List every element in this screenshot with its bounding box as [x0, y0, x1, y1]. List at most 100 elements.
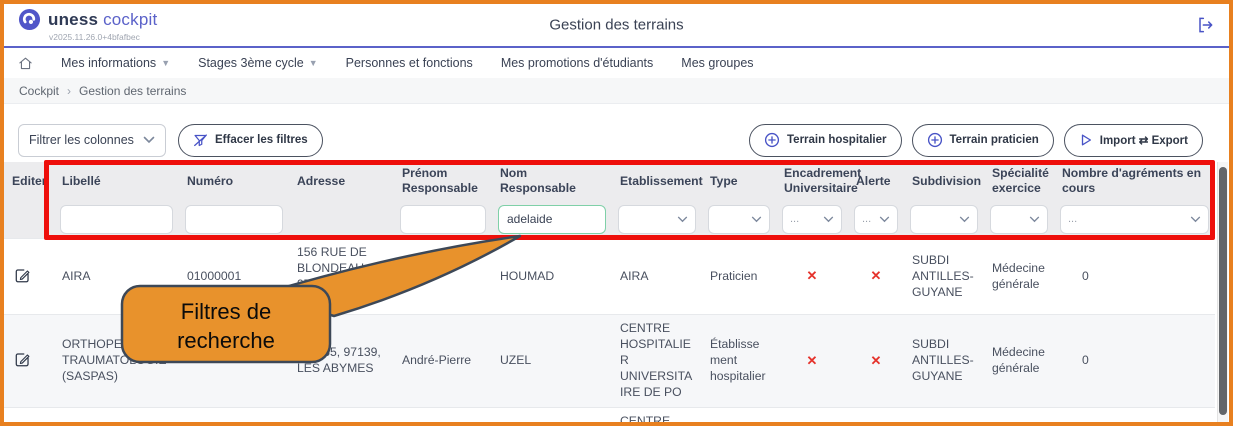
clear-filters-button[interactable]: Effacer les filtres [178, 123, 323, 157]
callout-text-line2: recherche [177, 328, 275, 353]
filter-cell-encadrement-universitaire: ... [776, 201, 848, 239]
edit-button[interactable] [12, 265, 33, 286]
filter-select-nombre-d-agr-ments-en-cours[interactable]: ... [1060, 204, 1209, 234]
cell-numero: 01000007 [179, 407, 289, 422]
filter-select-encadrement-universitaire[interactable]: ... [782, 204, 842, 234]
cell-type: Praticien [710, 268, 758, 283]
play-icon [1081, 134, 1091, 146]
plus-circle-icon [764, 132, 780, 148]
cell-nom: HOUMAD [500, 268, 555, 283]
filter-select-sp-cialit-exercice[interactable] [990, 204, 1048, 234]
column-header-alerte: Alerte [856, 173, 891, 188]
filter-select-subdivision[interactable] [910, 204, 978, 234]
filter-select-etablissement[interactable] [618, 204, 696, 234]
app-header: uness cockpit v2025.11.26.0+4bfafbec Ges… [4, 4, 1229, 48]
import-export-button[interactable]: Import ⇄ Export [1063, 123, 1203, 157]
filter-input-num-ro[interactable] [185, 204, 283, 234]
filter-row: ......... [4, 200, 1215, 239]
cell-libelle: AIRA [62, 268, 91, 283]
filter-select-value: ... [1068, 213, 1078, 226]
chevron-down-icon [751, 216, 762, 222]
chevron-down-icon [823, 216, 834, 222]
filter-cell-subdivision [904, 201, 984, 239]
chevron-down-icon [143, 136, 155, 144]
breadcrumb-gestion-des-terrains: Gestion des terrains [79, 83, 187, 98]
cell-numero: 01000001 [187, 268, 242, 283]
add-terrain-praticien-button[interactable]: Terrain praticien [911, 123, 1054, 157]
column-header-etablissement: Etablissement [620, 173, 703, 188]
nav-item-stages-3eme-cycle[interactable]: Stages 3ème cycle ▼ [198, 56, 318, 70]
home-button[interactable] [18, 56, 33, 71]
cell-specialite: Médecine générale [992, 345, 1045, 376]
column-header-nom-responsable: Nom Responsable [500, 166, 576, 196]
scrollbar-thumb[interactable] [1219, 167, 1227, 415]
encadrement-x-icon: ✕ [806, 352, 818, 368]
cell-editer [4, 315, 54, 407]
filter-cell-num-ro [179, 201, 289, 239]
main-nav: Mes informations ▼ Stages 3ème cycle ▼ Per… [4, 48, 1229, 78]
logout-button[interactable] [1195, 15, 1215, 35]
filter-select-alerte[interactable]: ... [854, 204, 898, 234]
app-version: v2025.11.26.0+4bfafbec [49, 32, 140, 42]
chevron-down-icon: ▼ [161, 58, 171, 68]
cell-adresse: BP 465, 97139, LES ABYMES [289, 407, 394, 422]
column-header-pr-nom-responsable: Prénom Responsable [402, 166, 478, 196]
edit-icon [15, 353, 30, 367]
chevron-down-icon: ▼ [308, 58, 318, 68]
filter-cell-pr-nom-responsable [394, 201, 492, 239]
filter-input-libell[interactable] [60, 204, 173, 234]
cell-etablissement: CENTRE HOSPITALIER UNIVERSITAIRE DE PO [620, 413, 671, 426]
filter-columns-select[interactable]: Filtrer les colonnes [18, 123, 166, 157]
column-header-num-ro: Numéro [187, 173, 234, 188]
table-row: NEPHROLOGIE HEMATOLOGIE01000007BP 465, 9… [4, 407, 1215, 426]
column-header-subdivision: Subdivision [912, 173, 982, 188]
plus-circle-icon [927, 132, 942, 148]
cell-prenom: Karim [394, 407, 492, 422]
cell-agrements: 0 [1082, 268, 1089, 283]
filter-cell-etablissement [612, 201, 702, 239]
toolbar: Filtrer les colonnes Effacer les filtres… [4, 104, 1229, 162]
cell-editer [4, 407, 54, 422]
cell-nom: BEN MARZOUK [492, 407, 612, 422]
filter-cell-type [702, 201, 776, 239]
chevron-down-icon [879, 216, 890, 222]
nav-item-mes-promotions[interactable]: Mes promotions d'étudiants [500, 56, 654, 70]
nav-item-personnes-et-fonctions[interactable]: Personnes et fonctions [345, 56, 473, 70]
brand-name: uness cockpit [48, 10, 157, 30]
cell-specialite: Médecine générale [992, 260, 1045, 291]
edit-icon [15, 269, 30, 283]
filter-input-pr-nom-responsable[interactable] [400, 204, 486, 234]
filter-input-nom-responsable[interactable] [498, 204, 606, 234]
cell-alerte: ✕ [848, 407, 904, 422]
breadcrumb-separator-icon: › [67, 83, 72, 98]
nav-item-mes-informations[interactable]: Mes informations ▼ [61, 56, 171, 70]
filter-select-value: ... [790, 213, 800, 226]
cell-editer [4, 239, 54, 315]
cell-alerte: ✕ [848, 239, 904, 315]
filter-off-icon [194, 133, 207, 146]
nav-item-mes-groupes[interactable]: Mes groupes [681, 56, 754, 70]
search-filters-callout: Filtres de recherche [120, 234, 522, 364]
add-terrain-hospitalier-button[interactable]: Terrain hospitalier [749, 123, 902, 157]
brand-uness: uness [48, 9, 99, 29]
cell-specialite: Médecine générale [984, 407, 1054, 422]
home-icon [19, 57, 32, 69]
chevron-down-icon [1029, 216, 1040, 222]
callout-text-line1: Filtres de [181, 299, 271, 324]
filter-select-type[interactable] [708, 204, 770, 234]
breadcrumb-cockpit[interactable]: Cockpit [19, 83, 60, 98]
column-header-adresse: Adresse [297, 173, 346, 188]
chevron-down-icon [959, 216, 970, 222]
cell-encadrement: ✕ [776, 239, 848, 315]
cell-type: Établissement hospitalier [702, 407, 776, 422]
cell-agrements: 0 [1054, 407, 1215, 422]
column-header-row: Editer Libellé Numéro Adresse Prénom Respons… [4, 162, 1215, 201]
vertical-scrollbar[interactable] [1217, 162, 1228, 422]
cell-subdivision: SUBDI ANTILLES-GUYANE [912, 337, 974, 384]
cell-etablissement: CENTRE HOSPITALIER UNIVERSITAIRE DE PO [620, 321, 693, 399]
callout-bubble [120, 284, 332, 364]
filter-cell-editer [4, 201, 54, 239]
brand-block: uness cockpit v2025.11.26.0+4bfafbec [18, 8, 157, 42]
cell-encadrement: ✕ [776, 407, 848, 422]
edit-button[interactable] [12, 349, 33, 370]
